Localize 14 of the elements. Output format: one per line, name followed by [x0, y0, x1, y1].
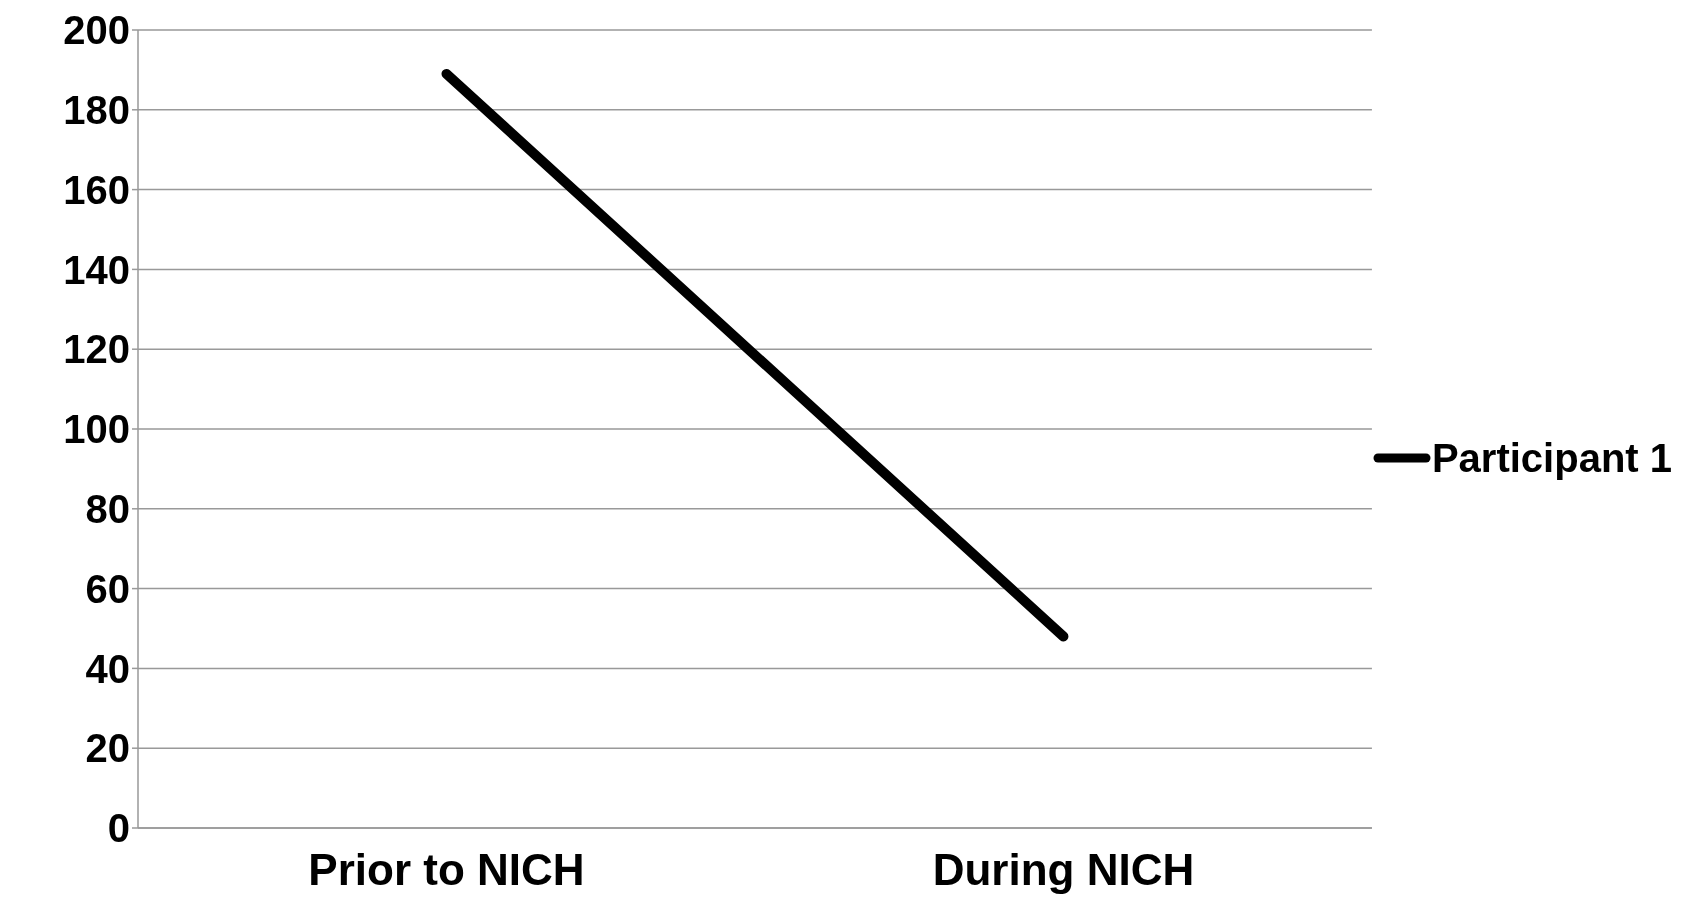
y-tick-label: 60 — [85, 566, 130, 611]
y-tick-label: 140 — [63, 247, 130, 292]
y-tick-label: 20 — [85, 726, 130, 771]
y-tick-label: 160 — [63, 167, 130, 212]
y-tick-label: 40 — [85, 646, 130, 691]
y-tick-label: 180 — [63, 88, 130, 132]
y-tick-label: 100 — [63, 407, 130, 452]
x-tick-label: During NICH — [932, 845, 1195, 895]
y-tick-label: 80 — [85, 487, 130, 531]
legend-label: Participant 1 — [1431, 435, 1672, 481]
y-tick-label: 120 — [63, 327, 130, 372]
x-tick-label: Prior to NICH — [308, 845, 585, 895]
y-tick-label: 200 — [63, 8, 130, 53]
y-tick-label: 0 — [107, 806, 130, 851]
